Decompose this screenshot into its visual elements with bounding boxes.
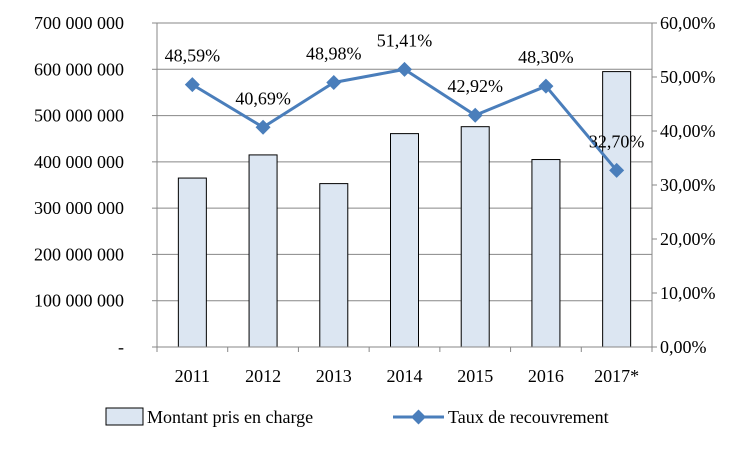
x-tick-label: 2011	[175, 366, 210, 386]
left-tick-label: 400 000 000	[34, 152, 124, 172]
legend: Montant pris en charge Taux de recouvrem…	[105, 407, 609, 427]
legend-marker-diamond	[411, 409, 426, 425]
right-tick-label: 40,00%	[660, 121, 716, 141]
data-labels: 48,59% 40,69% 48,98% 51,41% 42,92% 48,30% 32,7…	[165, 30, 645, 151]
left-tick-label: -	[118, 337, 124, 357]
right-tick-label: 30,00%	[660, 175, 716, 195]
line-marker-2016	[538, 78, 554, 94]
right-tick-label: 60,00%	[660, 13, 716, 33]
right-tick-label: 50,00%	[660, 67, 716, 87]
right-tick-label: 20,00%	[660, 229, 716, 249]
left-tick-label: 700 000 000	[34, 13, 124, 33]
data-label-2015: 42,92%	[447, 76, 503, 96]
bar-2017*	[602, 71, 632, 348]
data-label-2012: 40,69%	[235, 88, 291, 108]
axes	[152, 22, 657, 352]
data-label-2014: 51,41%	[377, 30, 433, 50]
left-tick-label: 200 000 000	[34, 244, 124, 264]
data-label-2017*: 32,70%	[589, 131, 645, 151]
left-tick-label: 500 000 000	[34, 106, 124, 126]
data-label-2011: 48,59%	[165, 46, 221, 66]
x-tick-label: 2014	[387, 366, 423, 386]
line-marker-2013	[326, 75, 342, 91]
left-tick-label: 300 000 000	[34, 198, 124, 218]
x-tick-label: 2012	[245, 366, 281, 386]
bar-2012	[248, 154, 278, 348]
x-tick-label: 2016	[528, 366, 564, 386]
data-label-2013: 48,98%	[306, 44, 362, 64]
line-marker-2012	[255, 119, 271, 135]
bar-2016	[531, 159, 561, 348]
data-label-2016: 48,30%	[518, 47, 574, 67]
x-tick-label: 2015	[457, 366, 493, 386]
line-marker-2011	[184, 77, 200, 93]
right-tick-label: 10,00%	[660, 283, 716, 303]
legend-label-line: Taux de recouvrement	[448, 407, 609, 427]
bar-2011	[177, 177, 207, 348]
bar-2014	[390, 133, 419, 348]
left-tick-label: 100 000 000	[34, 291, 124, 311]
legend-label-bar: Montant pris en charge	[147, 407, 313, 427]
x-tick-label: 2017*	[594, 366, 639, 386]
x-tick-label: 2013	[316, 366, 352, 386]
line-marker-2017*	[609, 162, 625, 178]
line-marker-2015	[467, 107, 483, 123]
bar-2015	[460, 126, 490, 348]
bar-2013	[319, 183, 349, 348]
right-axis-ticks: 0,00% 10,00% 20,00% 30,00% 40,00% 50,00% 60,00…	[660, 13, 716, 357]
left-tick-label: 600 000 000	[34, 59, 124, 79]
bars	[177, 71, 632, 348]
legend-swatch-bar	[105, 407, 144, 426]
x-axis-ticks: 2011 2012 2013 2014 2015 2016 2017*	[175, 366, 639, 386]
line-marker-2014	[397, 61, 412, 77]
left-axis-ticks: - 100 000 000 200 000 000 300 000 000 400 00…	[34, 13, 124, 357]
right-tick-label: 0,00%	[660, 337, 707, 357]
line-series	[184, 61, 625, 178]
